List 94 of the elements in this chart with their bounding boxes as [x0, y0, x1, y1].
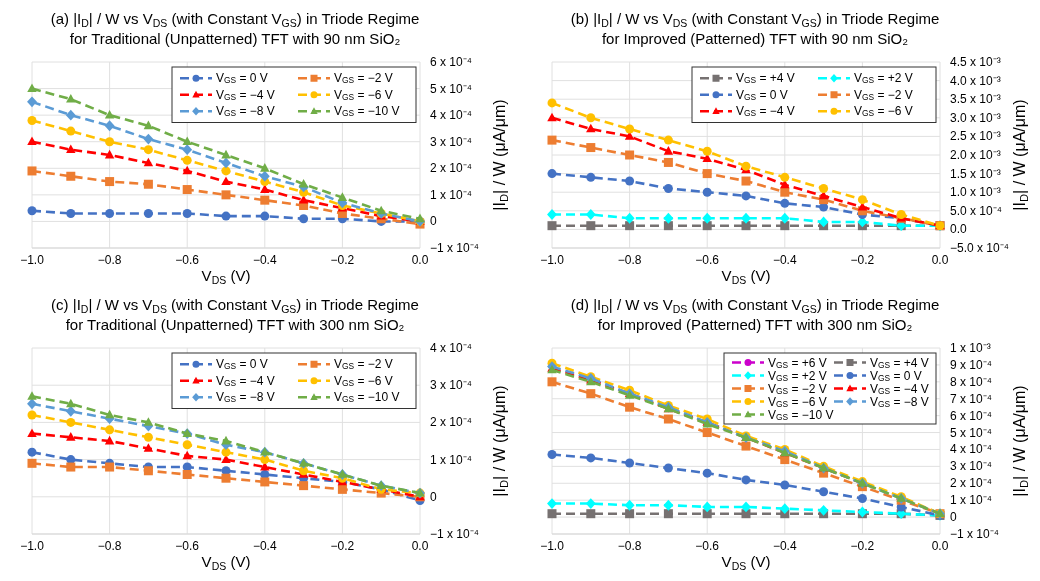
- y-tick-label: 1 x 10⁻⁴: [950, 493, 992, 508]
- y-tick-label: 1.0 x 10⁻³: [950, 185, 1001, 200]
- legend-label: V$_{GS}$ = −8 V: [216, 104, 275, 119]
- chart-title: (c) |I$_{D}$| / W vs V$_{DS}$ (with Constant V$_{GS}$) in Triode Regime for Traditional (Unpatterned) TFT with 300 nm SiO₂: [51, 296, 419, 333]
- y-tick-label: 3 x 10⁻⁴: [430, 378, 472, 393]
- legend-label: V$_{GS}$ = −4 V: [736, 104, 795, 119]
- y-tick-label: −5.0 x 10⁻⁴: [950, 241, 1009, 255]
- y-tick-label: 4 x 10⁻⁴: [430, 341, 472, 355]
- legend-label: V$_{GS}$ = −10 V: [768, 407, 834, 422]
- x-tick-label: −0.2: [330, 253, 355, 267]
- x-axis-title: V$_{DS}$ (V): [201, 553, 251, 572]
- legend-label: V$_{GS}$ = −10 V: [334, 390, 400, 405]
- y-tick-label: 3 x 10⁻⁴: [430, 134, 472, 149]
- y-tick-label: 3.5 x 10⁻³: [950, 92, 1001, 107]
- x-axis-title: V$_{DS}$ (V): [721, 553, 771, 572]
- y-tick-label: 2 x 10⁻⁴: [430, 161, 472, 176]
- y-tick-label: 6 x 10⁻⁴: [430, 55, 472, 69]
- x-tick-label: −0.2: [850, 253, 875, 267]
- x-tick-label: −0.2: [850, 539, 875, 553]
- legend-label: V$_{GS}$ = −8 V: [870, 394, 929, 409]
- x-tick-label: −1.0: [20, 539, 45, 553]
- y-tick-label: 5 x 10⁻⁴: [950, 425, 992, 440]
- legend-label: V$_{GS}$ = 0 V: [736, 87, 788, 102]
- legend-label: V$_{GS}$ = −2 V: [334, 71, 393, 86]
- legend-label: V$_{GS}$ = −6 V: [854, 104, 913, 119]
- y-tick-label: 8 x 10⁻⁴: [950, 374, 992, 389]
- x-tick-label: −0.8: [97, 253, 122, 267]
- x-tick-label: 0.0: [931, 253, 949, 267]
- x-tick-label: −1.0: [540, 253, 565, 267]
- x-tick-label: −0.6: [175, 253, 200, 267]
- y-tick-label: 6 x 10⁻⁴: [950, 408, 992, 423]
- y-tick-label: 1 x 10⁻⁴: [430, 452, 472, 467]
- legend-label: V$_{GS}$ = +4 V: [736, 71, 795, 86]
- x-tick-label: −1.0: [540, 539, 565, 553]
- y-tick-label: −1 x 10⁻⁴: [950, 527, 999, 541]
- y-tick-label: 0: [950, 510, 957, 525]
- y-tick-label: 4 x 10⁻⁴: [950, 442, 992, 457]
- y-tick-label: 4.5 x 10⁻³: [950, 55, 1001, 69]
- y-tick-label: 4.0 x 10⁻³: [950, 73, 1001, 88]
- legend-label: V$_{GS}$ = −10 V: [334, 104, 400, 119]
- legend-label: V$_{GS}$ = −6 V: [334, 87, 393, 102]
- y-tick-label: 2.5 x 10⁻³: [950, 129, 1001, 144]
- legend-label: V$_{GS}$ = −4 V: [870, 381, 929, 396]
- y-tick-label: 0: [430, 214, 437, 229]
- x-tick-label: −0.4: [772, 539, 797, 553]
- legend-label: V$_{GS}$ = −2 V: [854, 87, 913, 102]
- legend-label: V$_{GS}$ = +2 V: [854, 71, 913, 86]
- legend-label: V$_{GS}$ = −2 V: [768, 381, 827, 396]
- x-tick-label: −1.0: [20, 253, 45, 267]
- y-tick-label: 3 x 10⁻⁴: [950, 459, 992, 474]
- legend-label: V$_{GS}$ = −8 V: [216, 390, 275, 405]
- legend-label: V$_{GS}$ = +6 V: [768, 355, 827, 370]
- x-tick-label: −0.6: [695, 253, 720, 267]
- legend-label: V$_{GS}$ = 0 V: [216, 71, 268, 86]
- x-axis-title: V$_{DS}$ (V): [721, 267, 771, 286]
- y-tick-label: 7 x 10⁻⁴: [950, 391, 992, 406]
- y-tick-label: 0.0: [950, 222, 968, 237]
- legend-label: V$_{GS}$ = 0 V: [216, 357, 268, 372]
- y-tick-label: 2 x 10⁻⁴: [430, 415, 472, 430]
- x-tick-label: −0.6: [175, 539, 200, 553]
- y-tick-label: 1 x 10⁻⁴: [430, 187, 472, 202]
- x-tick-label: −0.8: [97, 539, 122, 553]
- y-tick-label: −1 x 10⁻⁴: [430, 527, 479, 541]
- x-tick-label: −0.8: [617, 253, 642, 267]
- legend-label: V$_{GS}$ = −2 V: [334, 357, 393, 372]
- chart-title: (a) |I$_{D}$| / W vs V$_{DS}$ (with Constant V$_{GS}$) in Triode Regime for Traditional (Unpatterned) TFT with 90 nm SiO₂: [50, 10, 420, 47]
- x-tick-label: −0.6: [695, 539, 720, 553]
- legend-label: V$_{GS}$ = 0 V: [870, 368, 922, 383]
- legend-label: V$_{GS}$ = −6 V: [334, 373, 393, 388]
- x-tick-label: −0.8: [617, 539, 642, 553]
- y-tick-label: 9 x 10⁻⁴: [950, 357, 992, 372]
- legend-label: V$_{GS}$ = −6 V: [768, 394, 827, 409]
- x-tick-label: −0.4: [252, 539, 277, 553]
- y-tick-label: 1.5 x 10⁻³: [950, 166, 1001, 181]
- y-tick-label: 2.0 x 10⁻³: [950, 148, 1001, 162]
- legend-label: V$_{GS}$ = −4 V: [216, 87, 275, 102]
- x-axis-title: V$_{DS}$ (V): [201, 267, 251, 286]
- legend-label: V$_{GS}$ = −4 V: [216, 373, 275, 388]
- chart-title: (b) |I$_{D}$| / W vs V$_{DS}$ (with Constant V$_{GS}$) in Triode Regime for Improved (Patterned) TFT with 90 nm SiO₂: [570, 10, 940, 47]
- legend-label: V$_{GS}$ = +2 V: [768, 368, 827, 383]
- y-tick-label: 2 x 10⁻⁴: [950, 476, 992, 491]
- x-tick-label: −0.4: [252, 253, 277, 267]
- y-tick-label: 1 x 10⁻³: [950, 341, 991, 355]
- x-tick-label: 0.0: [931, 539, 949, 553]
- y-tick-label: 0: [430, 489, 437, 504]
- x-tick-label: −0.4: [772, 253, 797, 267]
- y-tick-label: 3.0 x 10⁻³: [950, 110, 1001, 125]
- x-tick-label: −0.2: [330, 539, 355, 553]
- y-tick-label: 5.0 x 10⁻⁴: [950, 203, 1002, 218]
- chart-title: (d) |I$_{D}$| / W vs V$_{DS}$ (with Constant V$_{GS}$) in Triode Regime for Improved (Patterned) TFT with 300 nm SiO₂: [570, 296, 940, 333]
- legend-label: V$_{GS}$ = +4 V: [870, 355, 929, 370]
- y-tick-label: 4 x 10⁻⁴: [430, 108, 472, 123]
- y-tick-label: 5 x 10⁻⁴: [430, 81, 472, 96]
- y-tick-label: −1 x 10⁻⁴: [430, 241, 479, 255]
